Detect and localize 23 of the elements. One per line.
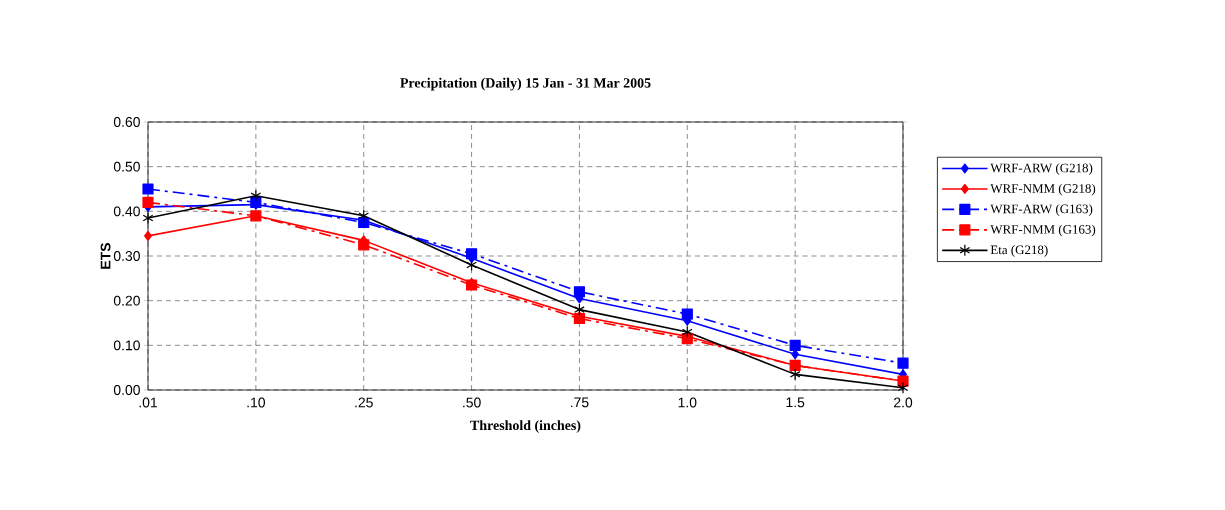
y-tick-label: 0.50 xyxy=(113,161,140,172)
legend-label: WRF-ARW (G163) xyxy=(990,204,1093,216)
legend-label: Eta (G218) xyxy=(990,245,1048,257)
y-tick-label: 0.60 xyxy=(113,117,140,127)
y-tick-label: 0.00 xyxy=(113,385,140,395)
legend-label: WRF-NMM (G218) xyxy=(990,183,1096,196)
x-tick-label: .50 xyxy=(463,397,481,408)
legend-label: WRF-NMM (G163) xyxy=(990,224,1096,237)
x-tick-label: .25 xyxy=(355,397,373,408)
x-tick-label: .01 xyxy=(139,397,158,408)
y-axis-title: ETS xyxy=(100,242,111,269)
chart-title: Precipitation (Daily) 15 Jan - 31 Mar 2005 xyxy=(400,77,651,91)
x-tick-label: 1.5 xyxy=(786,397,805,408)
x-tick-label: .10 xyxy=(247,397,266,408)
y-tick-label: 0.30 xyxy=(113,251,140,261)
x-tick-label: 1.0 xyxy=(678,397,697,408)
x-axis-title: Threshold (inches) xyxy=(470,420,581,433)
x-tick-label: .75 xyxy=(571,397,589,408)
legend-label: WRF-ARW (G218) xyxy=(990,163,1093,175)
y-tick-label: 0.20 xyxy=(113,295,140,306)
y-tick-label: 0.40 xyxy=(113,206,140,217)
x-tick-label: 2.0 xyxy=(894,397,913,408)
y-tick-label: 0.10 xyxy=(113,340,140,351)
